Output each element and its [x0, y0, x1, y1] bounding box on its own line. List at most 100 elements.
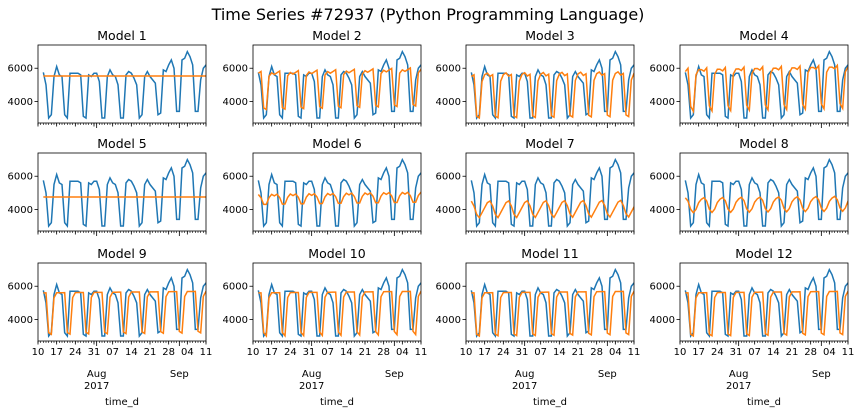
forecast-series-line	[257, 191, 421, 206]
actual-series-line	[470, 157, 634, 229]
x-tick-label: 04	[181, 347, 194, 358]
x-month-label: Aug	[302, 369, 322, 380]
x-tick-label: 07	[748, 347, 761, 358]
x-axis-label: time_d	[533, 397, 567, 408]
y-tick-label: 6000	[8, 64, 33, 75]
panel-title: Model 11	[521, 246, 578, 261]
panel-5: Model 5 4000 6000	[8, 136, 207, 236]
y-tick-label: 6000	[8, 172, 33, 183]
x-tick-label: 10	[674, 347, 687, 358]
x-month-label: Sep	[812, 369, 831, 380]
actual-series-line	[684, 157, 848, 229]
x-tick-label: 28	[804, 347, 817, 358]
panel-plot-area	[470, 267, 634, 339]
x-tick-label: 10	[460, 347, 473, 358]
x-tick-label: 14	[125, 347, 138, 358]
x-tick-label: 31	[730, 347, 743, 358]
x-tick-label: 17	[50, 347, 63, 358]
x-tick-label: 28	[162, 347, 175, 358]
x-tick-label: 21	[786, 347, 799, 358]
panel-title: Model 8	[739, 136, 789, 151]
panel-frame	[37, 44, 207, 124]
panels-grid: Model 1 4000 6000 Model 2 4000 6000 Model 3 400…	[8, 28, 855, 408]
x-month-label: Aug	[515, 369, 535, 380]
y-tick-label: 6000	[223, 64, 248, 75]
panel-title: Model 12	[735, 246, 792, 261]
panel-plot-area	[470, 157, 634, 229]
panel-4: Model 4 4000 6000	[650, 28, 849, 128]
panel-3: Model 3 4000 6000	[436, 28, 635, 128]
x-tick-label: 17	[478, 347, 491, 358]
x-tick-label: 07	[321, 347, 334, 358]
x-tick-label: 07	[106, 347, 119, 358]
panel-frame	[465, 44, 635, 124]
panel-10: Model 10 4000 6000 10 17 24 31 07 14 21 28 04 11 Aug2…	[223, 246, 428, 408]
actual-series-line	[42, 49, 206, 121]
panel-plot-area	[257, 267, 421, 339]
x-month-label: Sep	[385, 369, 404, 380]
y-tick-label: 6000	[8, 282, 33, 293]
panel-2: Model 2 4000 6000	[223, 28, 422, 128]
forecast-series-line	[685, 290, 848, 338]
panel-1: Model 1 4000 6000	[8, 28, 207, 128]
panel-9: Model 9 4000 6000 10 17 24 31 07 14 21 28 04 11 Aug20…	[8, 246, 213, 408]
x-tick-label: 11	[415, 347, 428, 358]
actual-series-line	[470, 267, 634, 339]
panel-title: Model 7	[525, 136, 574, 151]
forecast-series-line	[257, 66, 421, 111]
panel-frame	[37, 262, 207, 342]
panel-frame	[252, 44, 422, 124]
x-tick-label: 28	[377, 347, 390, 358]
actual-series-line	[257, 157, 421, 229]
panel-12: Model 12 4000 6000 10 17 24 31 07 14 21 28 04 11 Aug2…	[650, 246, 855, 408]
x-tick-label: 10	[247, 347, 260, 358]
panel-frame	[252, 152, 422, 232]
forecast-series-line	[684, 63, 848, 114]
panel-title: Model 9	[97, 246, 147, 261]
x-year-label: 2017	[512, 381, 537, 392]
x-month-label: Sep	[170, 369, 189, 380]
x-axis-label: time_d	[747, 397, 781, 408]
forecast-series-line	[470, 70, 634, 120]
panel-8: Model 8 4000 6000	[650, 136, 849, 236]
actual-series-line	[470, 49, 634, 121]
x-tick-label: 21	[359, 347, 372, 358]
panel-11: Model 11 4000 6000 10 17 24 31 07 14 21 28 04 11 Aug2…	[436, 246, 641, 408]
y-tick-label: 4000	[436, 97, 461, 108]
panel-plot-area	[257, 157, 421, 229]
x-tick-label: 14	[553, 347, 566, 358]
x-tick-label: 31	[88, 347, 101, 358]
panel-frame	[679, 152, 849, 232]
panel-plot-area	[470, 49, 634, 121]
x-tick-label: 31	[303, 347, 316, 358]
x-tick-label: 11	[200, 347, 213, 358]
y-tick-label: 4000	[436, 315, 461, 326]
panel-6: Model 6 4000 6000	[223, 136, 422, 236]
x-tick-label: 24	[497, 347, 510, 358]
panel-frame	[679, 44, 849, 124]
y-tick-label: 4000	[223, 315, 248, 326]
forecast-series-line	[258, 290, 421, 338]
x-tick-label: 10	[32, 347, 45, 358]
panel-frame	[679, 262, 849, 342]
x-axis-label: time_d	[320, 397, 354, 408]
panel-frame	[465, 262, 635, 342]
panel-frame	[252, 262, 422, 342]
y-tick-label: 6000	[436, 64, 461, 75]
y-tick-label: 4000	[650, 205, 675, 216]
actual-series-line	[257, 49, 421, 121]
actual-series-line	[42, 157, 206, 229]
panel-plot-area	[42, 49, 206, 121]
forecast-series-line	[684, 195, 848, 214]
panel-plot-area	[257, 49, 421, 121]
x-tick-label: 04	[609, 347, 622, 358]
actual-series-line	[42, 267, 206, 339]
panel-title: Model 6	[312, 136, 362, 151]
x-month-label: Sep	[598, 369, 617, 380]
x-tick-label: 24	[284, 347, 297, 358]
panel-plot-area	[684, 49, 848, 121]
x-tick-label: 21	[572, 347, 585, 358]
x-tick-label: 11	[842, 347, 855, 358]
panel-title: Model 3	[525, 28, 574, 43]
x-tick-label: 07	[534, 347, 547, 358]
